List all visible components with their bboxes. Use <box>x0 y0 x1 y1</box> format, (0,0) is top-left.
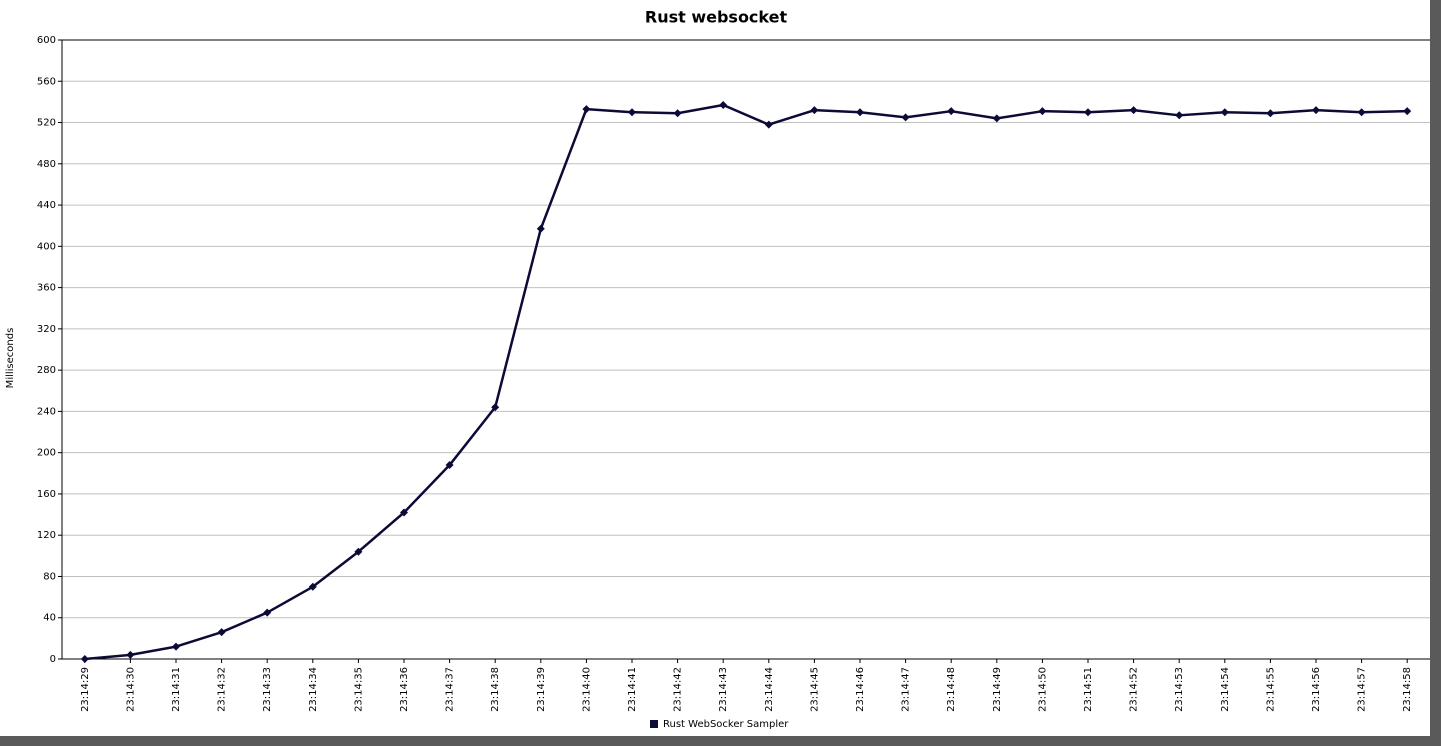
scrollbar <box>0 736 1441 746</box>
y-tick-label: 360 <box>37 283 56 294</box>
legend-swatch <box>650 720 658 728</box>
x-tick-label: 23:14:51 <box>1083 667 1094 712</box>
marker <box>1357 108 1366 117</box>
x-tick-label: 23:14:34 <box>308 667 319 712</box>
x-tick-label: 23:14:46 <box>855 667 866 712</box>
x-tick-label: 23:14:29 <box>80 667 91 712</box>
marker <box>764 120 773 129</box>
x-tick-label: 23:14:45 <box>809 667 820 712</box>
x-tick-label: 23:14:39 <box>536 667 547 712</box>
x-tick-label: 23:14:38 <box>490 667 501 712</box>
marker <box>354 547 363 556</box>
marker <box>308 582 317 591</box>
marker <box>1038 107 1047 116</box>
marker <box>947 107 956 116</box>
marker <box>582 105 591 114</box>
marker <box>1084 108 1092 117</box>
x-tick-label: 23:14:43 <box>718 667 729 712</box>
x-tick-label: 23:14:47 <box>901 667 912 712</box>
y-tick-label: 120 <box>37 530 56 541</box>
marker <box>1312 106 1320 115</box>
y-tick-label: 480 <box>37 159 56 170</box>
x-tick-label: 23:14:58 <box>1402 667 1413 712</box>
marker <box>536 224 545 233</box>
marker <box>491 403 500 412</box>
y-tick-label: 600 <box>37 35 56 46</box>
x-tick-label: 23:14:44 <box>764 667 775 712</box>
marker <box>673 109 682 118</box>
x-tick-label: 23:14:30 <box>125 667 136 712</box>
x-tick-label: 23:14:53 <box>1174 667 1185 712</box>
y-tick-label: 520 <box>37 118 56 129</box>
marker <box>172 642 180 651</box>
marker <box>400 508 408 517</box>
x-tick-label: 23:14:54 <box>1220 667 1231 712</box>
marker <box>992 114 1001 123</box>
y-tick-label: 80 <box>43 571 56 582</box>
marker <box>263 608 272 617</box>
marker <box>126 650 135 659</box>
x-tick-label: 23:14:42 <box>673 667 684 712</box>
marker <box>628 108 636 117</box>
x-tick-label: 23:14:48 <box>946 667 957 712</box>
x-tick-label: 23:14:37 <box>445 667 456 712</box>
marker <box>719 100 728 109</box>
y-tick-label: 0 <box>50 654 56 665</box>
chart-title: Rust websocket <box>645 8 788 27</box>
y-axis-label: Milliseconds <box>5 328 16 389</box>
x-tick-label: 23:14:36 <box>399 667 410 712</box>
x-tick-label: 23:14:40 <box>581 667 592 712</box>
x-tick-label: 23:14:32 <box>217 667 228 712</box>
y-tick-label: 440 <box>37 200 56 211</box>
x-tick-label: 23:14:57 <box>1357 667 1368 712</box>
x-tick-label: 23:14:49 <box>992 667 1003 712</box>
legend-label: Rust WebSocker Sampler <box>663 719 789 730</box>
series-line <box>84 103 1408 661</box>
marker <box>810 106 819 115</box>
marker <box>445 461 454 470</box>
y-tick-label: 400 <box>37 241 56 252</box>
marker <box>1266 109 1275 118</box>
x-tick-label: 23:14:50 <box>1037 667 1048 712</box>
marker <box>217 628 226 637</box>
marker <box>1175 111 1184 120</box>
marker <box>1403 107 1412 116</box>
marker <box>856 108 864 117</box>
x-tick-label: 23:14:33 <box>262 667 273 712</box>
x-tick-label: 23:14:56 <box>1311 667 1322 712</box>
x-tick-label: 23:14:35 <box>353 667 364 712</box>
y-tick-label: 560 <box>37 76 56 87</box>
x-tick-label: 23:14:52 <box>1129 667 1140 712</box>
x-tick-label: 23:14:31 <box>171 667 182 712</box>
y-tick-label: 200 <box>37 448 56 459</box>
x-tick-label: 23:14:41 <box>627 667 638 712</box>
y-tick-label: 160 <box>37 489 56 500</box>
y-tick-label: 40 <box>43 613 56 624</box>
window-edge <box>1430 0 1441 746</box>
x-tick-label: 23:14:55 <box>1265 667 1276 712</box>
marker <box>901 113 910 122</box>
marker <box>1220 108 1229 117</box>
marker <box>1129 106 1138 115</box>
y-tick-label: 240 <box>37 406 56 417</box>
y-tick-label: 320 <box>37 324 56 335</box>
y-tick-label: 280 <box>37 365 56 376</box>
marker <box>80 655 89 663</box>
